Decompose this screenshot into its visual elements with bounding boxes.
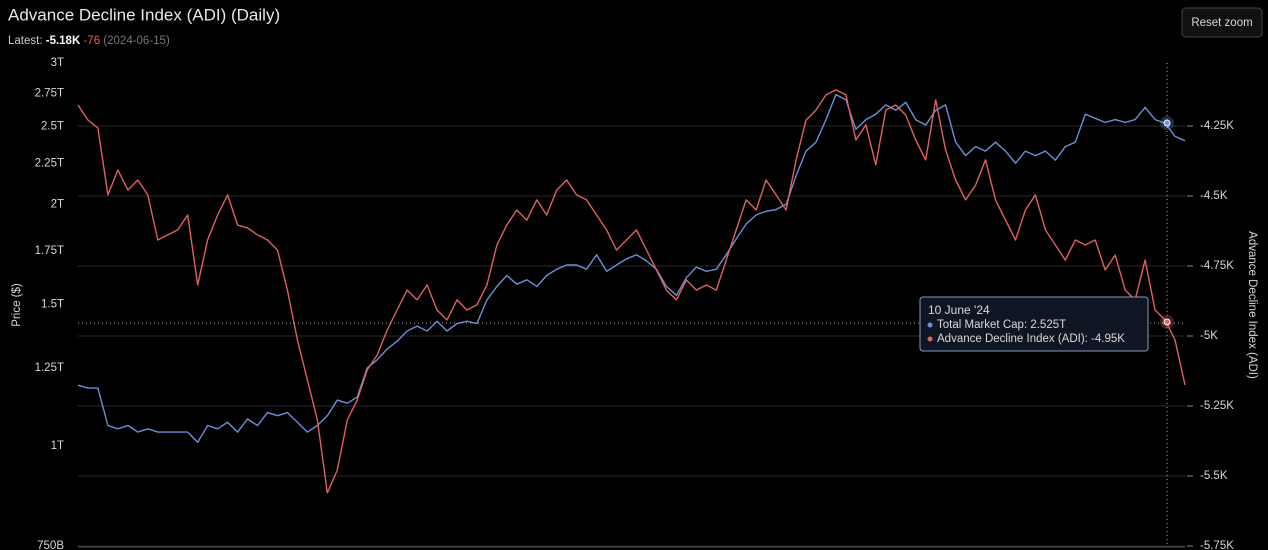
y2-axis-title: Advance Decline Index (ADI) [1246,231,1258,379]
tooltip: 10 June '24 Total Market Cap: 2.525T Adv… [919,296,1149,352]
chart-title: Advance Decline Index (ADI) (Daily) [8,5,280,24]
y-tick-label: 2.5T [41,121,64,133]
reset-zoom-button[interactable]: Reset zoom [1181,7,1263,38]
y-tick-label: 3T [51,57,64,69]
y-tick-label: 2.75T [35,87,64,99]
tooltip-swatch [927,322,933,328]
series-line [77,93,1186,443]
button-frame[interactable] [1181,7,1263,38]
y-tick-label: 1.25T [35,362,64,374]
latest-label: Latest: [8,35,43,47]
tooltip-value: 2.525T [1030,319,1066,331]
tooltip-entry: Total Market Cap: 2.525T [937,319,1066,331]
y2-tick-label: -4.25K [1200,120,1234,132]
y2-tick-label: -5.5K [1200,470,1228,482]
tooltip-entry: Advance Decline Index (ADI): -4.95K [937,333,1125,345]
y2-tick-label: -5K [1200,330,1218,342]
latest-change: -76 [83,35,100,47]
button-label[interactable]: Reset zoom [1191,17,1252,29]
tooltip-series-name: Advance Decline Index (ADI) [937,333,1085,345]
tooltip-value: -4.95K [1091,333,1125,345]
y-tick-label: 2.25T [35,157,64,169]
y2-tick-label: -4.75K [1200,260,1234,272]
y-tick-label: 1.5T [41,299,64,311]
y-axis-title: Price ($) [11,283,23,327]
tooltip-frame [919,296,1149,352]
plot: 750B 1T 1.25T 1.5T 1.75T 2T 2.25T 2.5T 2.75T 3T -5… [35,57,1235,550]
y-tick-label: 750B [37,540,64,550]
y2-tick-label: -4.5K [1200,190,1228,202]
latest-date: (2024-06-15) [103,35,170,47]
tooltip-series-name: Total Market Cap [937,319,1024,331]
y2-tick-label: -5.25K [1200,400,1234,412]
latest: Latest: -5.18K -76 (2024-06-15) [8,35,170,47]
y-tick-label: 1.75T [35,245,64,257]
y-tick-label: 2T [51,198,64,210]
tooltip-swatch [927,336,933,342]
y-tick-label: 1T [51,440,64,452]
latest-value: -5.18K [46,35,81,47]
tooltip-title: 10 June '24 [928,303,990,317]
y2-tick-label: -5.75K [1200,540,1234,550]
series-line [77,89,1186,494]
